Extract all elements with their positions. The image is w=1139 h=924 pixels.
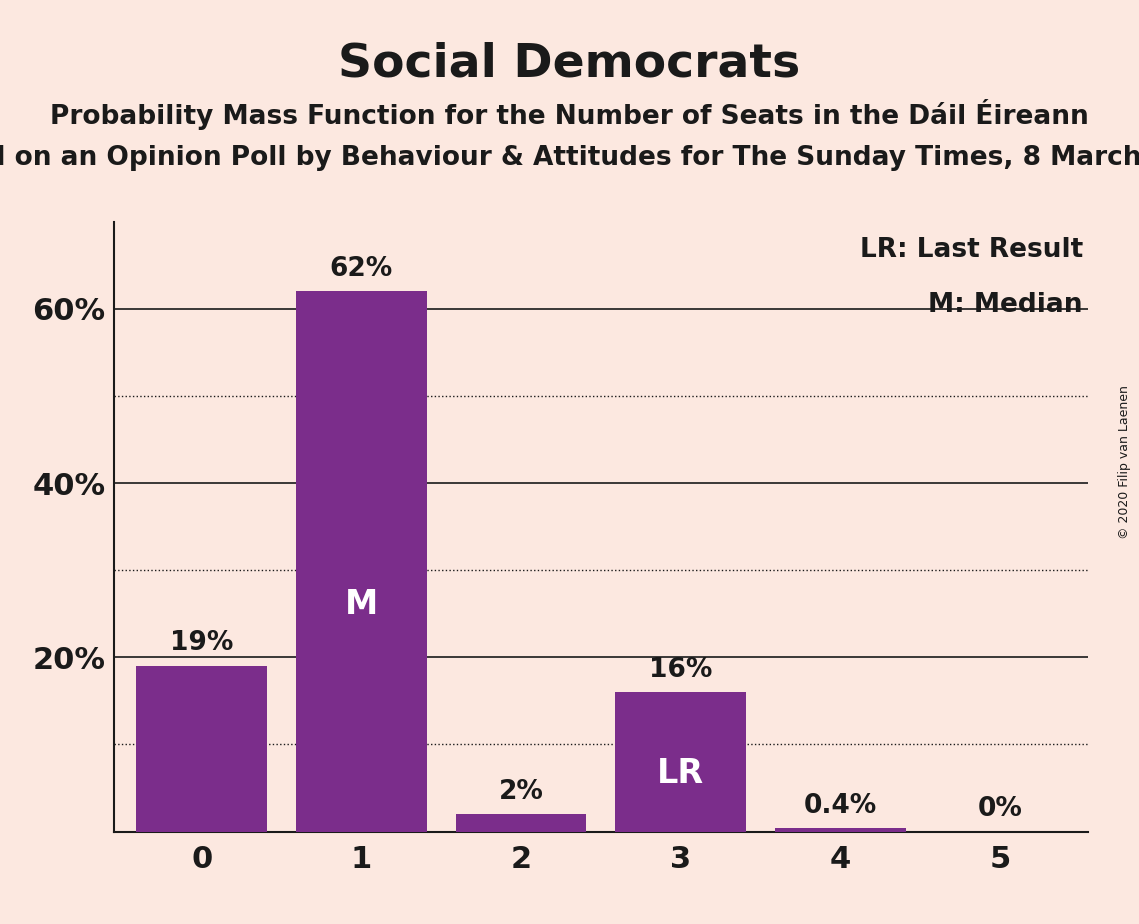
Text: 19%: 19% [170, 630, 233, 656]
Bar [615, 692, 746, 832]
Text: LR: LR [657, 757, 704, 789]
Text: 16%: 16% [649, 657, 712, 683]
Text: M: Median: M: Median [928, 292, 1083, 318]
Text: M: M [345, 589, 378, 621]
Bar [775, 828, 906, 832]
Text: Based on an Opinion Poll by Behaviour & Attitudes for The Sunday Times, 8 March : Based on an Opinion Poll by Behaviour & … [0, 145, 1139, 171]
Text: 2%: 2% [499, 779, 543, 805]
Bar [296, 291, 427, 832]
Text: 0.4%: 0.4% [804, 793, 877, 819]
Bar [456, 814, 587, 832]
Text: 0%: 0% [977, 796, 1023, 822]
Text: Probability Mass Function for the Number of Seats in the Dáil Éireann: Probability Mass Function for the Number… [50, 99, 1089, 130]
Text: Social Democrats: Social Democrats [338, 42, 801, 87]
Bar [137, 666, 268, 832]
Text: LR: Last Result: LR: Last Result [860, 237, 1083, 263]
Text: 62%: 62% [329, 256, 393, 282]
Text: © 2020 Filip van Laenen: © 2020 Filip van Laenen [1118, 385, 1131, 539]
